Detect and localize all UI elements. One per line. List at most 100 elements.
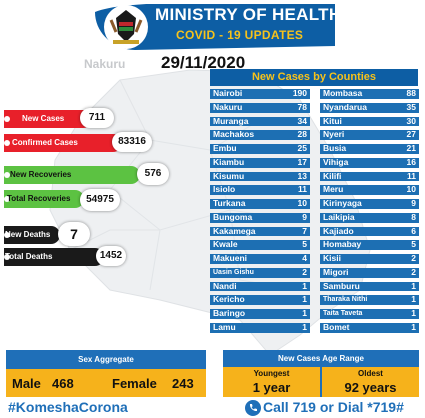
county-row: Kericho 1 — [210, 294, 310, 306]
ministry-title: MINISTRY OF HEALTH — [155, 5, 342, 24]
county-value: 13 — [297, 170, 307, 181]
county-row: Kiambu 17 — [210, 156, 310, 168]
county-row: Makueni 4 — [210, 253, 310, 264]
county-name: Kiambu — [213, 156, 245, 167]
county-name: Nyeri — [323, 129, 345, 140]
county-value: 190 — [292, 88, 307, 98]
county-value: 25 — [297, 143, 307, 153]
total-recoveries-pill — [4, 190, 84, 208]
county-value: 1 — [302, 308, 307, 318]
age-range-title: New Cases Age Range — [278, 354, 364, 363]
age-divider — [320, 367, 322, 397]
county-name: Tharaka Nithi — [323, 296, 368, 304]
new-deaths-pill — [4, 226, 60, 244]
confirmed-cases-dot — [4, 140, 10, 146]
county-value: 27 — [406, 129, 416, 140]
county-name: Nakuru — [213, 101, 243, 112]
county-name: Kwale — [213, 239, 238, 250]
county-name: Kisii — [323, 253, 341, 263]
total-recoveries-value: 54975 — [80, 189, 120, 211]
county-name: Kericho — [213, 294, 245, 305]
county-value: 4 — [302, 253, 307, 263]
county-row: Meru 10 — [320, 184, 419, 196]
new-recoveries-dot — [4, 172, 10, 178]
female-value: 243 — [172, 376, 194, 391]
county-name: Isiolo — [213, 184, 236, 195]
county-value: 21 — [406, 143, 416, 153]
county-row: Nakuru 78 — [210, 101, 310, 113]
county-value: 1 — [302, 280, 307, 291]
report-date: 29/11/2020 — [161, 53, 246, 72]
county-name: Busia — [323, 143, 347, 153]
county-row: Turkana 10 — [210, 198, 310, 209]
coat-of-arms-logo — [104, 5, 148, 49]
phone-icon — [245, 400, 261, 416]
county-name: Laikipia — [323, 211, 355, 222]
county-row: Kisii 2 — [320, 253, 419, 264]
county-row: Bomet 1 — [320, 321, 419, 333]
county-row: Kakamega 7 — [210, 225, 310, 237]
county-value: 17 — [297, 156, 307, 167]
sex-aggregate-header: Sex Aggregate — [6, 350, 206, 369]
confirmed-cases-value: 83316 — [112, 132, 152, 152]
county-name: Taita Taveta — [323, 310, 363, 317]
county-value: 11 — [407, 170, 416, 181]
county-row: Migori 2 — [320, 267, 419, 278]
county-row: Kisumu 13 — [210, 170, 310, 182]
county-name: Kirinyaga — [323, 198, 362, 208]
county-value: 10 — [406, 184, 416, 195]
new-cases-pill — [4, 110, 92, 128]
county-row: Taita Taveta 1 — [320, 308, 419, 319]
new-cases-label: New Cases — [22, 114, 65, 123]
county-row: Nairobi 190 — [210, 88, 310, 99]
county-row: Nyeri 27 — [320, 129, 419, 141]
county-row: Uasin Gishu 2 — [210, 267, 310, 278]
county-value: 6 — [411, 225, 416, 236]
county-name: Kisumu — [213, 170, 245, 181]
county-value: 2 — [411, 253, 416, 263]
county-value: 1 — [411, 294, 416, 305]
county-value: 5 — [411, 239, 416, 250]
new-deaths-dot — [4, 232, 10, 238]
county-name: Baringo — [213, 308, 246, 318]
new-deaths-label: New Deaths — [5, 230, 51, 239]
county-row: Machakos 28 — [210, 129, 310, 141]
county-name: Lamu — [213, 321, 236, 332]
county-name: Bungoma — [213, 211, 253, 222]
county-name: Bomet — [323, 321, 350, 332]
age-range-body: Youngest 1 year Oldest 92 years — [223, 367, 419, 397]
county-value: 1 — [411, 280, 416, 291]
confirmed-cases-pill — [4, 134, 122, 152]
hashtag: #KomeshaCorona — [8, 399, 128, 415]
county-row: Kwale 5 — [210, 239, 310, 251]
county-name: Homabay — [323, 239, 362, 250]
county-row: Tharaka Nithi 1 — [320, 294, 419, 306]
county-value: 7 — [302, 225, 307, 236]
county-row: Muranga 34 — [210, 115, 310, 127]
county-value: 1 — [411, 321, 416, 332]
counties-title: New Cases by Counties — [251, 71, 377, 83]
county-row: Nandi 1 — [210, 280, 310, 292]
youngest-label: Youngest — [253, 369, 290, 378]
county-value: 1 — [302, 321, 307, 332]
county-row: Embu 25 — [210, 143, 310, 154]
county-row: Samburu 1 — [320, 280, 419, 292]
county-row: Kitui 30 — [320, 116, 419, 127]
county-value: 11 — [298, 184, 307, 195]
female-label: Female — [112, 376, 157, 391]
county-row: Mombasa 88 — [320, 88, 419, 99]
total-deaths-dot — [4, 254, 10, 260]
county-name: Nandi — [213, 280, 237, 291]
county-row: Kajiado 6 — [320, 225, 419, 237]
county-value: 8 — [411, 211, 416, 222]
new-cases-dot — [4, 116, 10, 122]
sex-aggregate-title: Sex Aggregate — [78, 355, 134, 364]
total-recoveries-label: Total Recoveries — [7, 194, 71, 203]
county-row: Homabay 5 — [320, 239, 419, 251]
new-recoveries-label: New Recoveries — [10, 170, 72, 179]
county-value: 9 — [302, 211, 307, 222]
county-name: Machakos — [213, 129, 255, 140]
county-name: Muranga — [213, 115, 249, 126]
total-recoveries-dot — [4, 196, 10, 202]
